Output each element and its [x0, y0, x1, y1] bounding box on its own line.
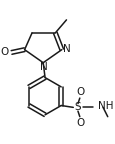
Text: O: O: [76, 118, 84, 128]
Text: N: N: [62, 44, 70, 54]
Text: S: S: [74, 102, 81, 112]
Text: N: N: [40, 62, 48, 72]
Text: O: O: [76, 87, 84, 96]
Text: NH: NH: [98, 101, 113, 111]
Text: O: O: [0, 48, 9, 57]
